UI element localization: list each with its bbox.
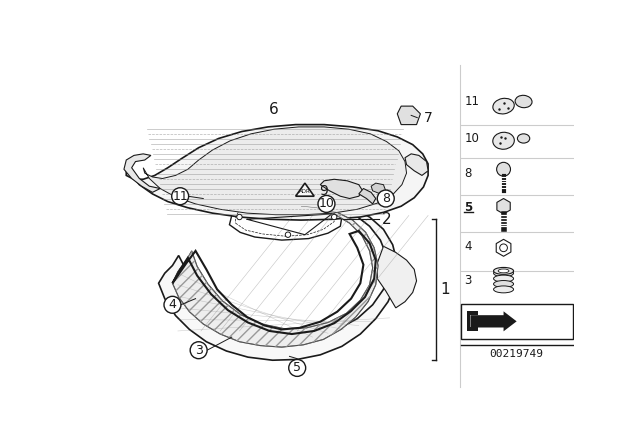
Circle shape xyxy=(378,190,394,207)
Polygon shape xyxy=(320,179,363,198)
Circle shape xyxy=(164,296,181,313)
Circle shape xyxy=(500,244,508,252)
Circle shape xyxy=(332,214,337,220)
Ellipse shape xyxy=(493,286,513,293)
Text: 11: 11 xyxy=(464,95,479,108)
Ellipse shape xyxy=(498,269,509,273)
Text: 2: 2 xyxy=(382,212,392,227)
Polygon shape xyxy=(159,202,397,360)
Polygon shape xyxy=(359,189,376,204)
Text: ADR: ADR xyxy=(299,189,311,194)
Text: 4: 4 xyxy=(464,240,472,253)
Circle shape xyxy=(285,232,291,237)
Polygon shape xyxy=(397,106,420,125)
Text: 10: 10 xyxy=(464,132,479,145)
Text: 9: 9 xyxy=(319,184,328,198)
Circle shape xyxy=(190,342,207,359)
Text: 1: 1 xyxy=(440,282,450,297)
Polygon shape xyxy=(230,202,342,240)
Circle shape xyxy=(497,162,511,176)
Text: 10: 10 xyxy=(319,198,334,211)
Circle shape xyxy=(289,359,306,376)
Bar xyxy=(461,304,573,339)
Text: 3: 3 xyxy=(195,344,203,357)
Text: 8: 8 xyxy=(381,192,390,205)
Text: 3: 3 xyxy=(464,275,472,288)
Polygon shape xyxy=(378,246,417,308)
Text: 6: 6 xyxy=(269,102,279,116)
Ellipse shape xyxy=(493,275,513,282)
Circle shape xyxy=(318,195,335,212)
Polygon shape xyxy=(126,125,428,220)
Text: 5: 5 xyxy=(464,201,472,214)
Text: 8: 8 xyxy=(464,167,472,180)
Text: 11: 11 xyxy=(172,190,188,202)
Text: 7: 7 xyxy=(424,111,433,125)
Circle shape xyxy=(172,188,189,205)
Polygon shape xyxy=(470,311,516,332)
Ellipse shape xyxy=(493,98,515,114)
Polygon shape xyxy=(296,183,314,196)
Ellipse shape xyxy=(515,95,532,108)
Ellipse shape xyxy=(493,270,513,277)
Circle shape xyxy=(237,214,242,220)
Polygon shape xyxy=(405,154,428,176)
Ellipse shape xyxy=(517,134,530,143)
Text: 5: 5 xyxy=(293,362,301,375)
Text: 00219749: 00219749 xyxy=(490,349,543,359)
Ellipse shape xyxy=(493,280,513,288)
Polygon shape xyxy=(371,183,386,194)
Polygon shape xyxy=(467,311,478,332)
Polygon shape xyxy=(124,154,160,192)
Ellipse shape xyxy=(493,132,515,149)
Polygon shape xyxy=(172,206,378,347)
Polygon shape xyxy=(143,127,406,215)
Ellipse shape xyxy=(493,267,513,274)
Text: 4: 4 xyxy=(168,298,177,311)
